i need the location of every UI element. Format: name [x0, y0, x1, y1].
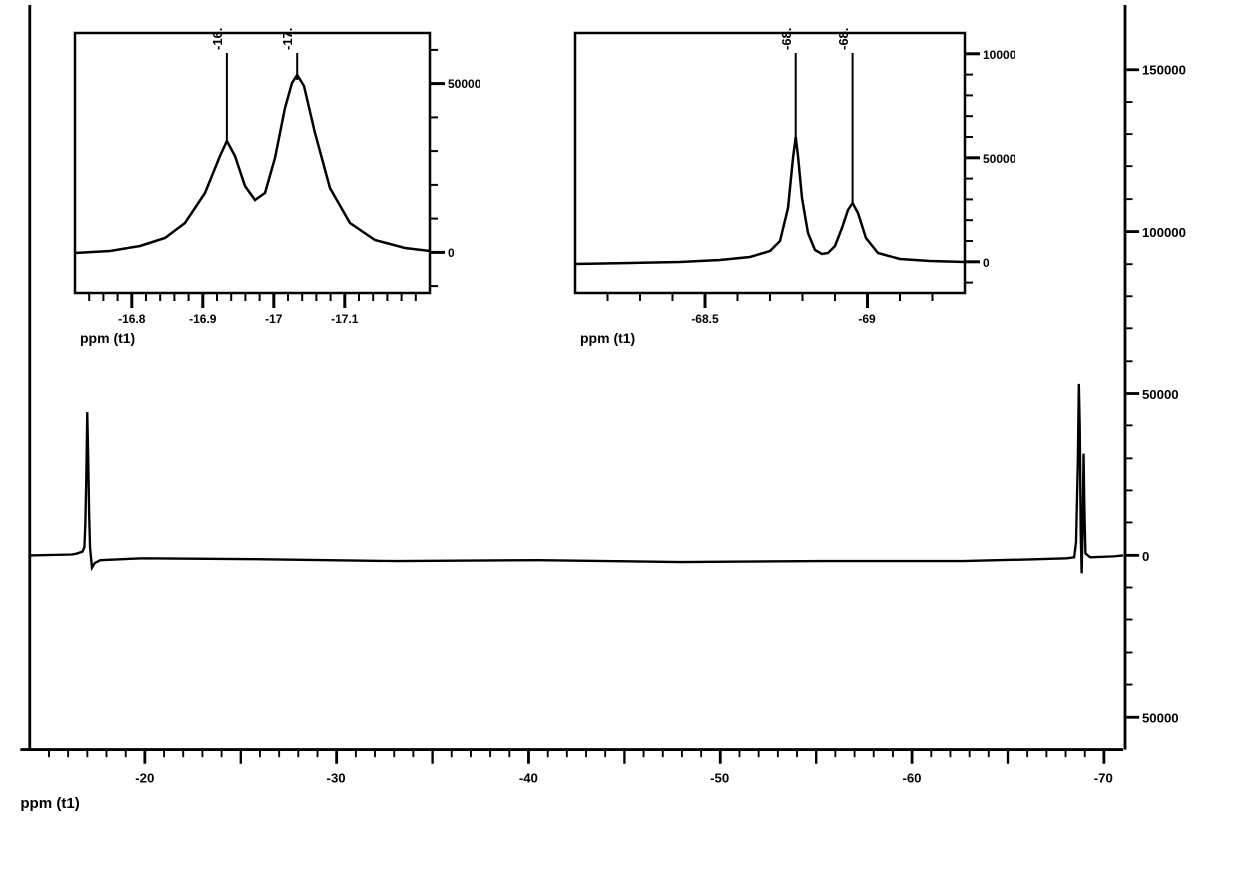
inset1-xtick-2: -17	[265, 312, 283, 326]
inset2-xtick-1: -69	[858, 312, 876, 326]
inset1-xtick-3: -17.1	[331, 312, 359, 326]
xtick-m50: -50	[710, 771, 729, 786]
main-spectrum-line	[30, 384, 1123, 573]
main-xaxis: -20 -30 -40 -50 -60 -70	[20, 750, 1112, 812]
inset2-peak-label-1: -68.954	[836, 28, 851, 50]
ytick-150000: 150000	[1142, 63, 1186, 78]
inset1-xlabel: ppm (t1)	[80, 330, 135, 346]
inset2-ytick-50000: 50000	[983, 152, 1015, 166]
inset2-xtick-0: -68.5	[691, 312, 719, 326]
inset1-xtick-0: -16.8	[118, 312, 146, 326]
inset2-ytick-0: 0	[983, 256, 990, 270]
inset2-peak-label-0: -68.779	[779, 28, 794, 50]
xtick-m30: -30	[327, 771, 346, 786]
inset2-container: 10000 50000 0 -68.5 -69 ppm (t1) -68.779…	[570, 28, 1015, 348]
inset2-xlabel: ppm (t1)	[580, 330, 635, 346]
inset1-peak-label-0: -16.934	[210, 28, 225, 50]
inset1-peak-label-1: -17.033	[280, 28, 295, 50]
xtick-m20: -20	[135, 771, 154, 786]
xtick-m60: -60	[902, 771, 921, 786]
xtick-m70: -70	[1094, 771, 1113, 786]
xtick-m40: -40	[519, 771, 538, 786]
ytick-0: 0	[1142, 549, 1149, 564]
ytick-100000: 100000	[1142, 225, 1186, 240]
ytick-50000: 50000	[1142, 387, 1179, 402]
inset1-ytick-50000: 50000	[448, 77, 480, 91]
inset1-container: 50000 0 -16.8 -16.9 -17 -17.1 ppm (t1) -…	[70, 28, 480, 348]
inset1-ytick-0: 0	[448, 246, 455, 260]
main-yaxis: 150000 100000 50000 0	[1125, 63, 1186, 726]
inset1-spectrum: 50000 0 -16.8 -16.9 -17 -17.1 ppm (t1) -…	[70, 28, 480, 348]
inset1-xtick-1: -16.9	[189, 312, 217, 326]
inset2-ytick-100000: 10000	[983, 48, 1015, 62]
inset2-spectrum: 10000 50000 0 -68.5 -69 ppm (t1) -68.779…	[570, 28, 1015, 348]
main-xlabel: ppm (t1)	[20, 795, 79, 812]
ytick-m50000: 50000	[1142, 710, 1179, 725]
